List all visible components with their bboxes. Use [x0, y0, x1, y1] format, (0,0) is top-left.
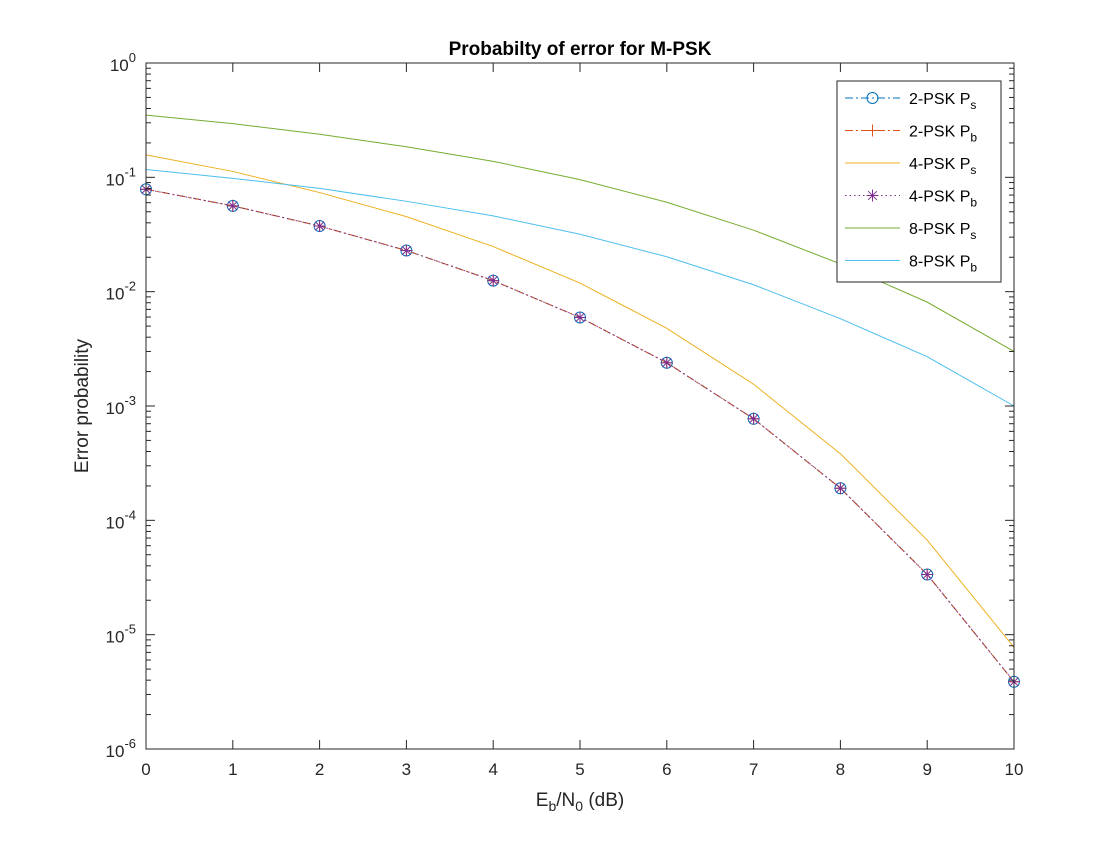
legend-entry: 2-PSK Ps [845, 91, 976, 112]
legend-entry: 8-PSK Ps [845, 221, 976, 242]
data-point [921, 568, 934, 581]
y-tick-label-base: 10 [110, 56, 129, 75]
series-line [145, 188, 1015, 683]
y-tick-label-base: 10 [106, 742, 125, 761]
legend-entry: 4-PSK Ps [845, 156, 976, 177]
legend-label-sub: b [970, 131, 977, 145]
y-tick-label: 10-3 [106, 393, 136, 418]
x-tick-label: 10 [1005, 760, 1024, 779]
y-tick-label-base: 10 [106, 399, 125, 418]
y-axis-label: Error probability [72, 338, 93, 473]
legend-label: 8-PSK Ps [909, 221, 976, 242]
x-axis-label-tail: (dB) [583, 790, 624, 811]
x-tick-label: 2 [315, 760, 324, 779]
y-tick-label-base: 10 [106, 170, 125, 189]
data-point [660, 356, 673, 369]
x-tick-label: 4 [488, 760, 497, 779]
data-point [747, 412, 760, 425]
y-tick-label-exp: -3 [124, 393, 136, 408]
y-tick-label-base: 10 [106, 513, 125, 532]
x-axis-label-sub2: 0 [575, 798, 583, 814]
x-axis-label-main: E [536, 790, 549, 811]
x-axis-label-sub1: b [548, 798, 556, 814]
legend-label-main: 8-PSK P [909, 221, 970, 238]
series-line [145, 169, 1015, 407]
y-tick-label: 10-2 [106, 279, 136, 304]
legend-entry: 8-PSK Pb [845, 254, 977, 275]
x-axis-label-mid: /N [556, 790, 575, 811]
x-tick-label: 8 [836, 760, 845, 779]
data-point [834, 482, 847, 495]
legend-label-sub: b [970, 196, 977, 210]
x-tick-label: 5 [575, 760, 584, 779]
legend-marker [866, 92, 879, 104]
legend-label: 4-PSK Pb [909, 189, 977, 210]
legend-label-main: 2-PSK P [909, 124, 970, 141]
legend-label-sub: b [970, 261, 977, 275]
y-tick-label: 100 [110, 50, 136, 75]
data-point [400, 244, 413, 257]
legend-label: 8-PSK Pb [909, 254, 977, 275]
legend-label: 2-PSK Pb [909, 124, 977, 145]
legend-label-main: 4-PSK P [909, 189, 970, 206]
legend-marker [866, 124, 879, 137]
y-tick-label-base: 10 [106, 628, 125, 647]
series-5 [145, 169, 1015, 407]
x-tick-label: 1 [228, 760, 237, 779]
legend-label: 4-PSK Ps [909, 156, 976, 177]
y-tick-label-exp: -2 [124, 279, 136, 294]
y-tick-label: 10-6 [106, 736, 136, 761]
legend-label-main: 2-PSK P [909, 91, 970, 108]
series-layer [140, 114, 1020, 688]
legend-label-sub: s [970, 98, 976, 112]
series-3 [140, 183, 1020, 688]
x-tick-label: 6 [662, 760, 671, 779]
data-point [313, 220, 326, 233]
y-tick-label: 10-1 [106, 164, 136, 189]
y-tick-label-base: 10 [106, 285, 125, 304]
y-tick-label-exp: -5 [124, 622, 136, 637]
x-tick-label: 7 [749, 760, 758, 779]
chart-title: Probabilty of error for M-PSK [449, 39, 712, 60]
x-tick-label: 0 [141, 760, 150, 779]
legend: 2-PSK Ps2-PSK Pb4-PSK Ps4-PSK Pb8-PSK Ps… [836, 80, 1002, 283]
data-point [226, 199, 239, 212]
data-point [487, 274, 500, 287]
legend-label-sub: s [970, 228, 976, 242]
y-tick-label-exp: 0 [129, 50, 136, 65]
data-point [574, 311, 586, 324]
legend-marker [866, 189, 879, 202]
x-axis-label: Eb/N0 (dB) [536, 790, 624, 814]
y-tick-label: 10-5 [106, 622, 136, 647]
legend-entry: 2-PSK Pb [845, 124, 977, 145]
y-tick-label-exp: -4 [124, 507, 136, 522]
y-tick-label-exp: -6 [124, 736, 136, 751]
legend-entry: 4-PSK Pb [845, 189, 977, 210]
legend-label-main: 4-PSK P [909, 156, 970, 173]
x-tick-label: 3 [402, 760, 411, 779]
legend-label: 2-PSK Ps [909, 91, 976, 112]
y-tick-label-exp: -1 [124, 164, 136, 179]
y-tick-label: 10-4 [106, 507, 136, 532]
legend-label-sub: s [970, 163, 976, 177]
legend-box [836, 80, 1002, 283]
x-tick-label: 9 [922, 760, 931, 779]
legend-label-main: 8-PSK P [909, 254, 970, 271]
